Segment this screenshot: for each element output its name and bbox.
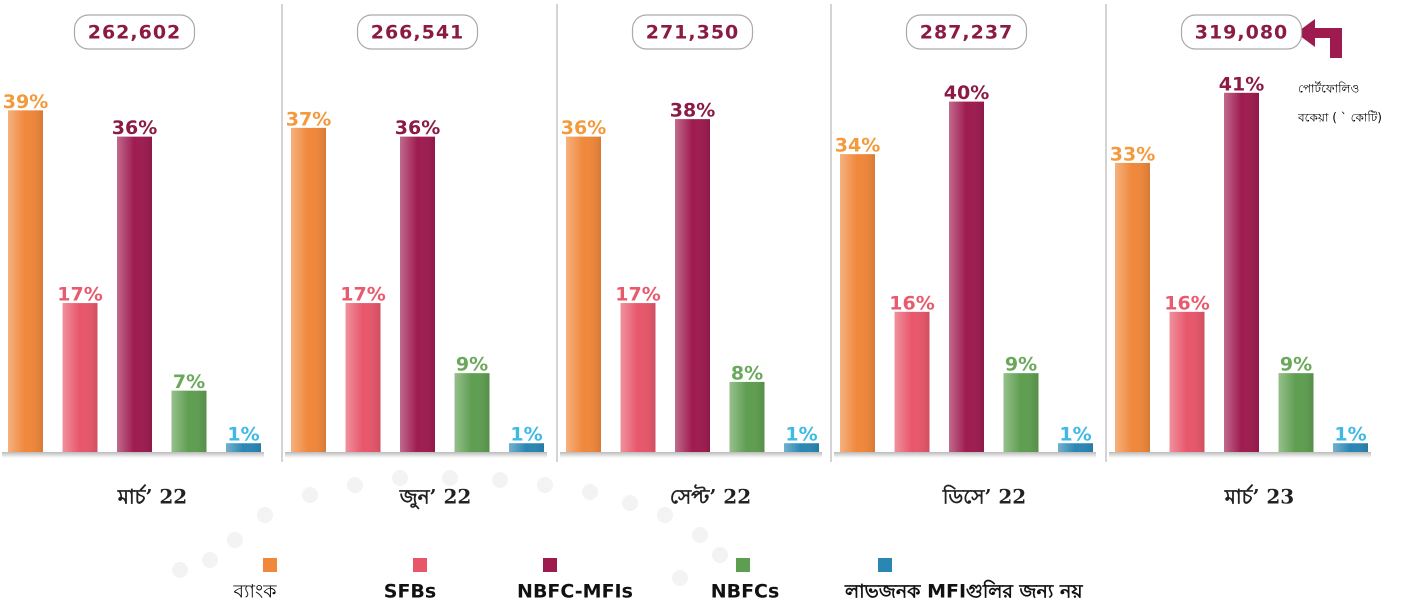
bar-sheen	[1003, 373, 1039, 452]
bar-sheen	[291, 127, 326, 452]
total-label: 319,080	[1195, 22, 1289, 44]
bar-sheen	[1115, 162, 1150, 453]
bar-sheen	[1333, 443, 1368, 452]
bar-sheen	[226, 443, 261, 452]
bar-sheen	[345, 303, 381, 452]
data-label: 1%	[510, 424, 542, 446]
data-label: 41%	[1219, 73, 1264, 95]
bar-sheen	[729, 381, 765, 452]
legend-label: লাভজনক MFIগুলির জন্য নয়	[844, 580, 1083, 603]
data-label: 36%	[561, 117, 606, 139]
total-box	[905, 14, 1028, 50]
x-tick-label: জুন’ 22	[399, 485, 472, 511]
data-label: 34%	[835, 135, 880, 157]
bar-sheen	[400, 136, 435, 452]
bar-sheen	[1224, 92, 1259, 452]
legend-swatch	[263, 558, 277, 572]
total-label: 266,541	[371, 22, 465, 44]
bar-sheen	[620, 303, 656, 452]
data-label: 9%	[456, 354, 488, 376]
bar-sheen	[62, 303, 98, 452]
bar-sheen	[1169, 311, 1205, 452]
data-label: 9%	[1005, 354, 1037, 376]
total-label: 287,237	[920, 22, 1014, 44]
bar-sheen	[675, 119, 710, 453]
data-label: 16%	[889, 292, 934, 314]
legend-label: NBFCs	[711, 581, 780, 603]
baseline-shadow	[285, 452, 547, 458]
bar-sheen	[1058, 443, 1093, 452]
background-dots	[172, 470, 728, 586]
bar-sheen	[454, 373, 490, 452]
data-label: 17%	[340, 284, 385, 306]
arrow	[1296, 19, 1342, 58]
data-label: 1%	[785, 424, 817, 446]
total-label: 271,350	[646, 22, 740, 44]
data-label: 37%	[286, 108, 331, 130]
data-label: 1%	[1059, 424, 1091, 446]
baseline-shadow	[1109, 452, 1371, 458]
data-label: 39%	[3, 91, 48, 113]
bar-sheen	[784, 443, 819, 452]
data-label: 1%	[227, 424, 259, 446]
data-label: 16%	[1164, 292, 1209, 314]
baseline-shadow	[2, 452, 264, 458]
x-tick-label: ডিসে’ 22	[942, 485, 1026, 509]
data-label: 40%	[944, 82, 989, 104]
data-label: 9%	[1280, 354, 1312, 376]
data-label: 33%	[1110, 143, 1155, 165]
data-label: 1%	[1334, 424, 1366, 446]
x-tick-label: মার্চ’ 23	[1224, 484, 1294, 509]
data-label: 36%	[112, 117, 157, 139]
baseline-shadow	[560, 452, 822, 458]
bar-sheen	[8, 110, 43, 453]
x-tick-label: মার্চ’ 22	[117, 484, 187, 509]
data-label: 7%	[173, 371, 205, 393]
legend-swatch	[878, 558, 892, 572]
bar-sheen	[171, 390, 207, 452]
total-box	[631, 14, 754, 50]
total-box	[356, 14, 479, 50]
bar-sheen	[509, 443, 544, 452]
annotation: বকেয়া ( ` কোটি)	[1297, 111, 1382, 125]
data-label: 36%	[395, 117, 440, 139]
bar-sheen	[117, 136, 152, 452]
legend-label: SFBs	[384, 581, 436, 603]
legend-swatch	[736, 558, 750, 572]
data-label: 38%	[670, 100, 715, 122]
bar-sheen	[949, 101, 984, 452]
x-tick-label: সেপ্ট’ 22	[670, 484, 751, 509]
annotation: পোর্টফোলিও	[1298, 82, 1359, 96]
total-label: 262,602	[88, 22, 182, 44]
legend-swatch	[413, 558, 427, 572]
total-box	[1180, 14, 1303, 50]
data-label: 17%	[57, 284, 102, 306]
legend-label: ব্যাংক	[232, 581, 277, 603]
legend-swatch	[543, 558, 557, 572]
bar-sheen	[1278, 373, 1314, 452]
bar-sheen	[840, 154, 875, 452]
data-label: 8%	[731, 362, 763, 384]
bar-sheen	[566, 136, 601, 452]
total-box	[73, 14, 196, 50]
baseline-shadow	[834, 452, 1096, 458]
data-label: 17%	[615, 284, 660, 306]
legend-label: NBFC-MFIs	[517, 581, 633, 603]
bar-sheen	[894, 311, 930, 452]
